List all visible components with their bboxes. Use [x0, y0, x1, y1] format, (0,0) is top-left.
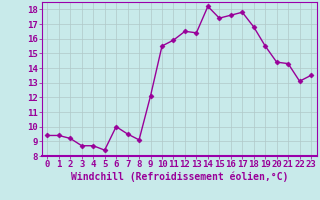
X-axis label: Windchill (Refroidissement éolien,°C): Windchill (Refroidissement éolien,°C) [70, 172, 288, 182]
